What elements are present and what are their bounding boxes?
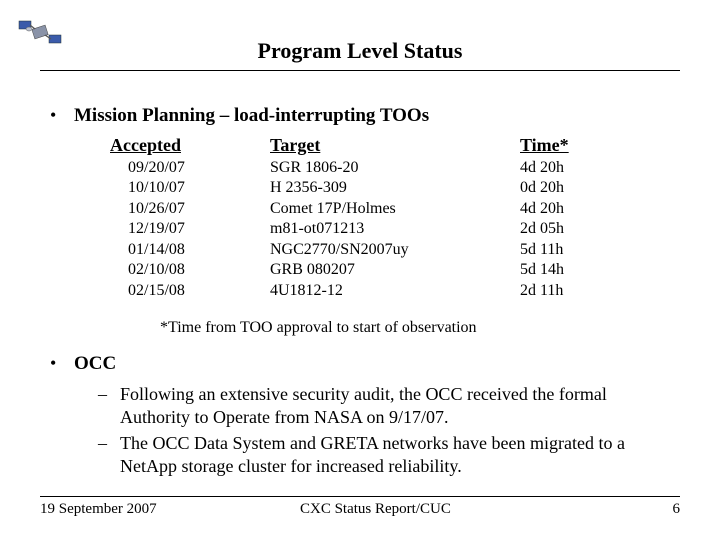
footer-center: CXC Status Report/CUC (270, 501, 650, 518)
page-title: Program Level Status (40, 20, 680, 64)
bullet-icon: • (50, 353, 74, 375)
cell-time: 5d 14h (520, 260, 610, 280)
sub-bullet-text: Following an extensive security audit, t… (120, 383, 670, 428)
cell-accepted: 02/10/08 (128, 260, 270, 280)
cell-time: 2d 05h (520, 219, 610, 239)
footer-divider (40, 496, 680, 497)
section1-heading: Mission Planning – load-interrupting TOO… (74, 105, 429, 127)
table-header-row: Accepted Target Time* (110, 135, 670, 156)
cell-target: H 2356-309 (270, 178, 520, 198)
satellite-icon (15, 15, 65, 50)
cell-time: 5d 11h (520, 240, 610, 260)
section-occ: • OCC (50, 353, 670, 375)
table-row: 10/26/07Comet 17P/Holmes4d 20h (128, 199, 670, 219)
too-table: Accepted Target Time* 09/20/07SGR 1806-2… (110, 135, 670, 301)
cell-time: 2d 11h (520, 281, 610, 301)
cell-accepted: 02/15/08 (128, 281, 270, 301)
sub-bullet-text: The OCC Data System and GRETA networks h… (120, 432, 670, 477)
table-row: 09/20/07SGR 1806-204d 20h (128, 158, 670, 178)
cell-time: 4d 20h (520, 199, 610, 219)
footer: 19 September 2007 CXC Status Report/CUC … (40, 496, 680, 518)
footer-page-number: 6 (650, 501, 680, 518)
table-row: 01/14/08NGC2770/SN2007uy5d 11h (128, 240, 670, 260)
cell-target: Comet 17P/Holmes (270, 199, 520, 219)
dash-icon: – (98, 432, 120, 455)
col-header-accepted: Accepted (110, 135, 270, 156)
cell-accepted: 09/20/07 (128, 158, 270, 178)
table-body: 09/20/07SGR 1806-204d 20h10/10/07H 2356-… (128, 158, 670, 301)
header-divider (40, 70, 680, 71)
cell-target: NGC2770/SN2007uy (270, 240, 520, 260)
table-row: 12/19/07m81-ot0712132d 05h (128, 219, 670, 239)
table-footnote: *Time from TOO approval to start of obse… (160, 319, 670, 337)
cell-target: 4U1812-12 (270, 281, 520, 301)
cell-target: GRB 080207 (270, 260, 520, 280)
occ-sub-bullets: –Following an extensive security audit, … (98, 383, 670, 477)
table-row: 02/15/084U1812-122d 11h (128, 281, 670, 301)
dash-icon: – (98, 383, 120, 406)
cell-accepted: 12/19/07 (128, 219, 270, 239)
sub-bullet-row: –Following an extensive security audit, … (98, 383, 670, 428)
cell-target: m81-ot071213 (270, 219, 520, 239)
cell-accepted: 01/14/08 (128, 240, 270, 260)
cell-time: 4d 20h (520, 158, 610, 178)
table-row: 02/10/08GRB 0802075d 14h (128, 260, 670, 280)
cell-time: 0d 20h (520, 178, 610, 198)
section2-heading: OCC (74, 353, 116, 375)
col-header-target: Target (270, 135, 520, 156)
bullet-icon: • (50, 105, 74, 127)
footer-date: 19 September 2007 (40, 501, 270, 518)
content-area: • Mission Planning – load-interrupting T… (40, 77, 680, 477)
cell-accepted: 10/26/07 (128, 199, 270, 219)
col-header-time: Time* (520, 135, 610, 156)
cell-target: SGR 1806-20 (270, 158, 520, 178)
cell-accepted: 10/10/07 (128, 178, 270, 198)
table-row: 10/10/07H 2356-3090d 20h (128, 178, 670, 198)
sub-bullet-row: –The OCC Data System and GRETA networks … (98, 432, 670, 477)
section-mission-planning: • Mission Planning – load-interrupting T… (50, 105, 670, 127)
